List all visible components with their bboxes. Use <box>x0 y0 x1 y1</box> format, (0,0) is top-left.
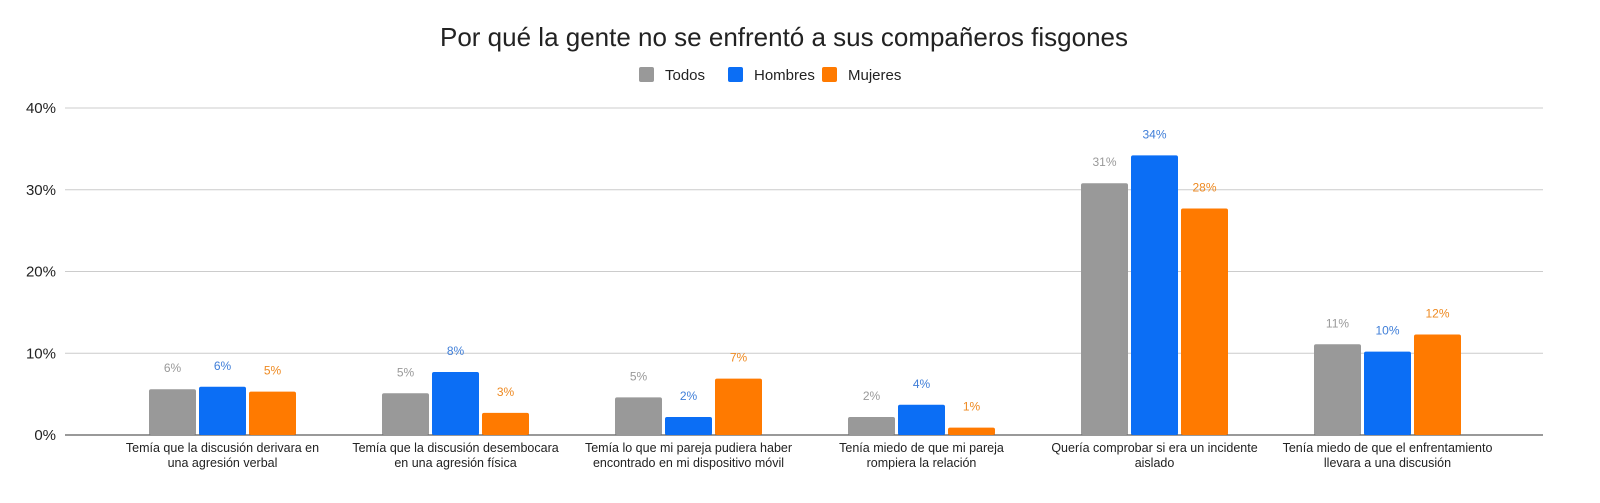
data-label: 7% <box>730 351 748 365</box>
data-label: 31% <box>1092 155 1116 169</box>
bar-mujeres <box>948 427 995 435</box>
legend-swatch-todos <box>639 67 654 82</box>
x-category-label: llevara a una discusión <box>1324 456 1451 470</box>
x-category-label: Tenía miedo de que mi pareja <box>839 441 1004 455</box>
gridlines: 0% 10% 20% 30% 40% <box>26 100 1543 444</box>
data-label: 5% <box>397 365 415 379</box>
chart-title: Por qué la gente no se enfrentó a sus co… <box>440 22 1128 52</box>
data-label: 1% <box>963 400 981 414</box>
x-category-label: Quería comprobar si era un incidente <box>1051 441 1257 455</box>
x-category-label: Tenía miedo de que el enfrentamiento <box>1283 441 1493 455</box>
x-category-label: en una agresión física <box>394 456 516 470</box>
legend: Todos Hombres Mujeres <box>639 67 901 84</box>
data-label: 6% <box>214 359 232 373</box>
x-category-label: rompiera la relación <box>867 456 977 470</box>
data-label: 28% <box>1192 181 1216 195</box>
bar-todos <box>1314 344 1361 435</box>
bar-todos <box>615 397 662 435</box>
y-tick-label: 10% <box>26 345 56 362</box>
y-tick-label: 40% <box>26 100 56 117</box>
y-tick-label: 20% <box>26 264 56 281</box>
bar-todos <box>1081 183 1128 435</box>
legend-label-todos: Todos <box>665 67 705 84</box>
y-tick-label: 30% <box>26 182 56 199</box>
x-category-label: Temía lo que mi pareja pudiera haber <box>585 441 792 455</box>
bar-mujeres <box>715 378 762 435</box>
bars: 6% 6% 5% 5% 8% 3% 5% 2% 7% 2% 4% 1% 31% 34% 28% 11% 10% 1… <box>149 127 1461 436</box>
x-category-label: Temía que la discusión desembocara <box>352 441 558 455</box>
data-label: 5% <box>630 369 648 383</box>
legend-swatch-mujeres <box>822 67 837 82</box>
data-label: 8% <box>447 344 465 358</box>
bar-hombres <box>1364 351 1411 435</box>
legend-swatch-hombres <box>728 67 743 82</box>
bar-todos <box>848 417 895 435</box>
data-label: 2% <box>863 389 881 403</box>
bar-todos <box>382 393 429 435</box>
data-label: 12% <box>1425 306 1449 320</box>
x-category-label: aislado <box>1135 456 1175 470</box>
bar-hombres <box>199 386 246 435</box>
bar-todos <box>149 389 196 435</box>
bar-mujeres <box>1414 334 1461 435</box>
bar-hombres <box>1131 155 1178 436</box>
bar-hombres <box>432 372 479 435</box>
data-label: 34% <box>1142 127 1166 141</box>
data-label: 5% <box>264 364 282 378</box>
bar-mujeres <box>1181 208 1228 435</box>
data-label: 4% <box>913 377 931 391</box>
data-label: 11% <box>1326 316 1349 330</box>
x-category-label: encontrado en mi dispositivo móvil <box>593 456 784 470</box>
data-label: 6% <box>164 361 182 375</box>
legend-label-hombres: Hombres <box>754 67 815 84</box>
data-label: 10% <box>1375 324 1399 338</box>
data-label: 3% <box>497 385 515 399</box>
bar-mujeres <box>249 391 296 435</box>
legend-label-mujeres: Mujeres <box>848 67 901 84</box>
data-label: 2% <box>680 389 698 403</box>
bar-hombres <box>665 417 712 435</box>
x-category-label: una agresión verbal <box>168 456 278 470</box>
bar-hombres <box>898 404 945 435</box>
x-category-label: Temía que la discusión derivara en <box>126 441 319 455</box>
y-tick-label: 0% <box>34 427 56 444</box>
bar-mujeres <box>482 412 529 435</box>
